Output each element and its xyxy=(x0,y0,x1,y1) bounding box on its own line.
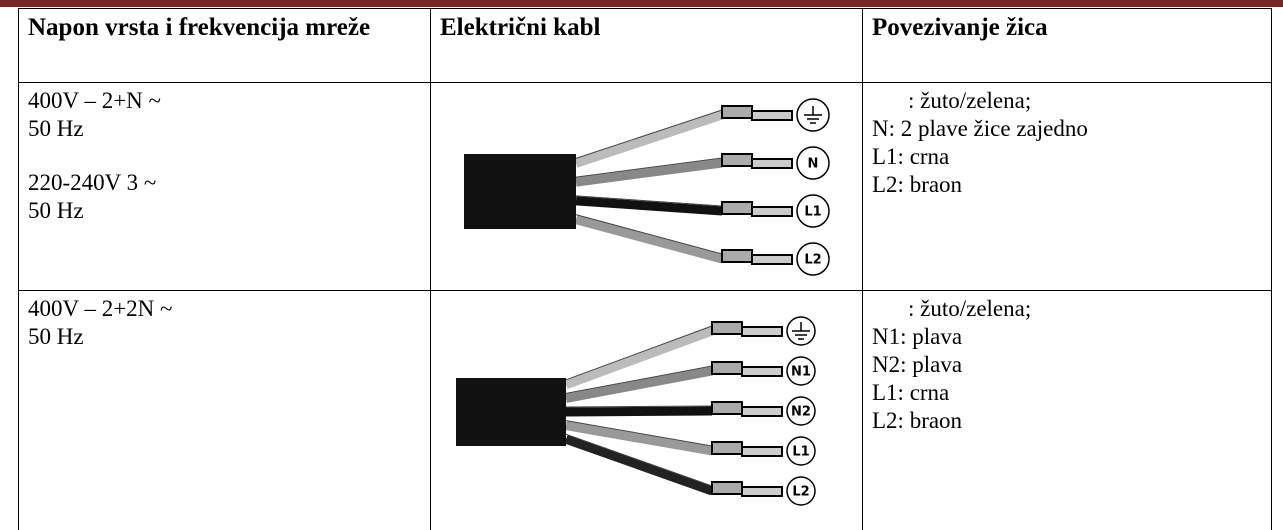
header-cell: Povezivanje žica xyxy=(862,8,1272,82)
terminal-circle xyxy=(786,476,816,506)
connector xyxy=(711,441,743,455)
terminal-circle xyxy=(796,242,830,276)
voltage-text: 50 Hz xyxy=(28,116,84,141)
connector xyxy=(721,249,753,263)
connector-tip xyxy=(741,406,783,417)
voltage-group: 400V – 2+2N ~ 50 Hz xyxy=(28,295,421,351)
connector-tip xyxy=(751,206,793,217)
wire xyxy=(565,366,713,403)
header-cell: Napon vrsta i frekvencija mreže xyxy=(18,8,430,82)
terminal-label: N xyxy=(808,157,819,172)
voltage-text: 400V – 2+2N ~ xyxy=(28,296,173,321)
wire xyxy=(575,196,723,216)
cable-diagram: N1 N2 L1 L2 xyxy=(456,316,816,506)
terminal-circle xyxy=(796,146,830,180)
connector xyxy=(711,361,743,375)
wire-edge xyxy=(575,214,723,255)
terminal-label: N1 xyxy=(791,365,811,380)
wiring-text: L2: braon xyxy=(872,172,963,197)
cable-diagram: N L1 L2 xyxy=(464,98,830,276)
header-cell: Električni kabl xyxy=(430,8,862,82)
terminal-label: N2 xyxy=(791,405,811,420)
wire-edge xyxy=(575,109,723,159)
terminal-circle xyxy=(786,436,816,466)
voltage-text: 50 Hz xyxy=(28,324,84,349)
wiring-text: N2: plava xyxy=(872,352,963,377)
terminal-label: L2 xyxy=(804,253,821,268)
connector-tip xyxy=(741,446,783,457)
voltage-text: 220-240V 3 ~ xyxy=(28,170,157,195)
terminal-label: L1 xyxy=(804,205,821,220)
connector xyxy=(721,201,753,215)
wiring-text: L1: crna xyxy=(872,380,950,405)
wire-edge xyxy=(565,365,713,394)
connector xyxy=(711,481,743,495)
wire xyxy=(575,158,723,187)
wiring-text: : žuto/zelena; xyxy=(908,296,1032,321)
connector-tip xyxy=(741,486,783,497)
wire xyxy=(565,406,713,417)
wire-edge xyxy=(565,405,713,408)
connector-tip xyxy=(751,110,793,121)
wiring-text: L2: braon xyxy=(872,408,963,433)
wiring-text: N: 2 plave žice zajedno xyxy=(872,116,1088,141)
connector xyxy=(721,105,753,119)
top-bar xyxy=(0,0,1283,7)
wiring-text: N1: plava xyxy=(872,324,963,349)
connector-tip xyxy=(751,254,793,265)
wire-edge xyxy=(575,195,723,207)
wire xyxy=(564,326,714,390)
connector xyxy=(711,321,743,335)
connector xyxy=(721,153,753,167)
connector-tip xyxy=(741,366,783,377)
wire-edge xyxy=(565,433,713,487)
terminal-circle xyxy=(786,396,816,426)
cable-jacket xyxy=(464,154,576,229)
connector-tip xyxy=(751,158,793,169)
voltage-cell: 400V – 2+2N ~ 50 Hz xyxy=(18,290,430,530)
terminal-circle xyxy=(796,194,830,228)
wiring-cell: : žuto/zelena; N: 2 plave žice zajedno L1:… xyxy=(862,82,1272,290)
wire xyxy=(574,215,724,264)
wire-edge xyxy=(565,325,713,381)
connector-tip xyxy=(741,326,783,337)
cable-cell: N L1 L2 xyxy=(430,82,862,290)
header-text: Napon vrsta i frekvencija mreže xyxy=(28,14,371,41)
voltage-group: 220-240V 3 ~ 50 Hz xyxy=(28,169,421,225)
terminal-label: L2 xyxy=(792,485,809,500)
terminal-circle xyxy=(786,356,816,386)
voltage-text: 50 Hz xyxy=(28,198,84,223)
voltage-cell: 400V – 2+N ~ 50 Hz 220-240V 3 ~ 50 Hz xyxy=(18,82,430,290)
wire xyxy=(564,434,714,496)
wire-edge xyxy=(575,157,723,178)
header-text: Električni kabl xyxy=(440,14,601,41)
voltage-group: 400V – 2+N ~ 50 Hz xyxy=(28,87,421,143)
wiring-text: : žuto/zelena; xyxy=(908,88,1032,113)
cable-jacket xyxy=(456,378,566,446)
connector xyxy=(711,401,743,415)
wire xyxy=(574,110,724,168)
cable-cell: N1 N2 L1 L2 xyxy=(430,290,862,530)
wire-edge xyxy=(565,420,713,447)
terminal-label: L1 xyxy=(792,445,809,460)
wiring-text: L1: crna xyxy=(872,144,950,169)
voltage-text: 400V – 2+N ~ xyxy=(28,88,161,113)
wire xyxy=(565,421,713,456)
header-text: Povezivanje žica xyxy=(872,14,1048,41)
wiring-cell: : žuto/zelena; N1: plava N2: plava L1: crna… xyxy=(862,290,1272,530)
